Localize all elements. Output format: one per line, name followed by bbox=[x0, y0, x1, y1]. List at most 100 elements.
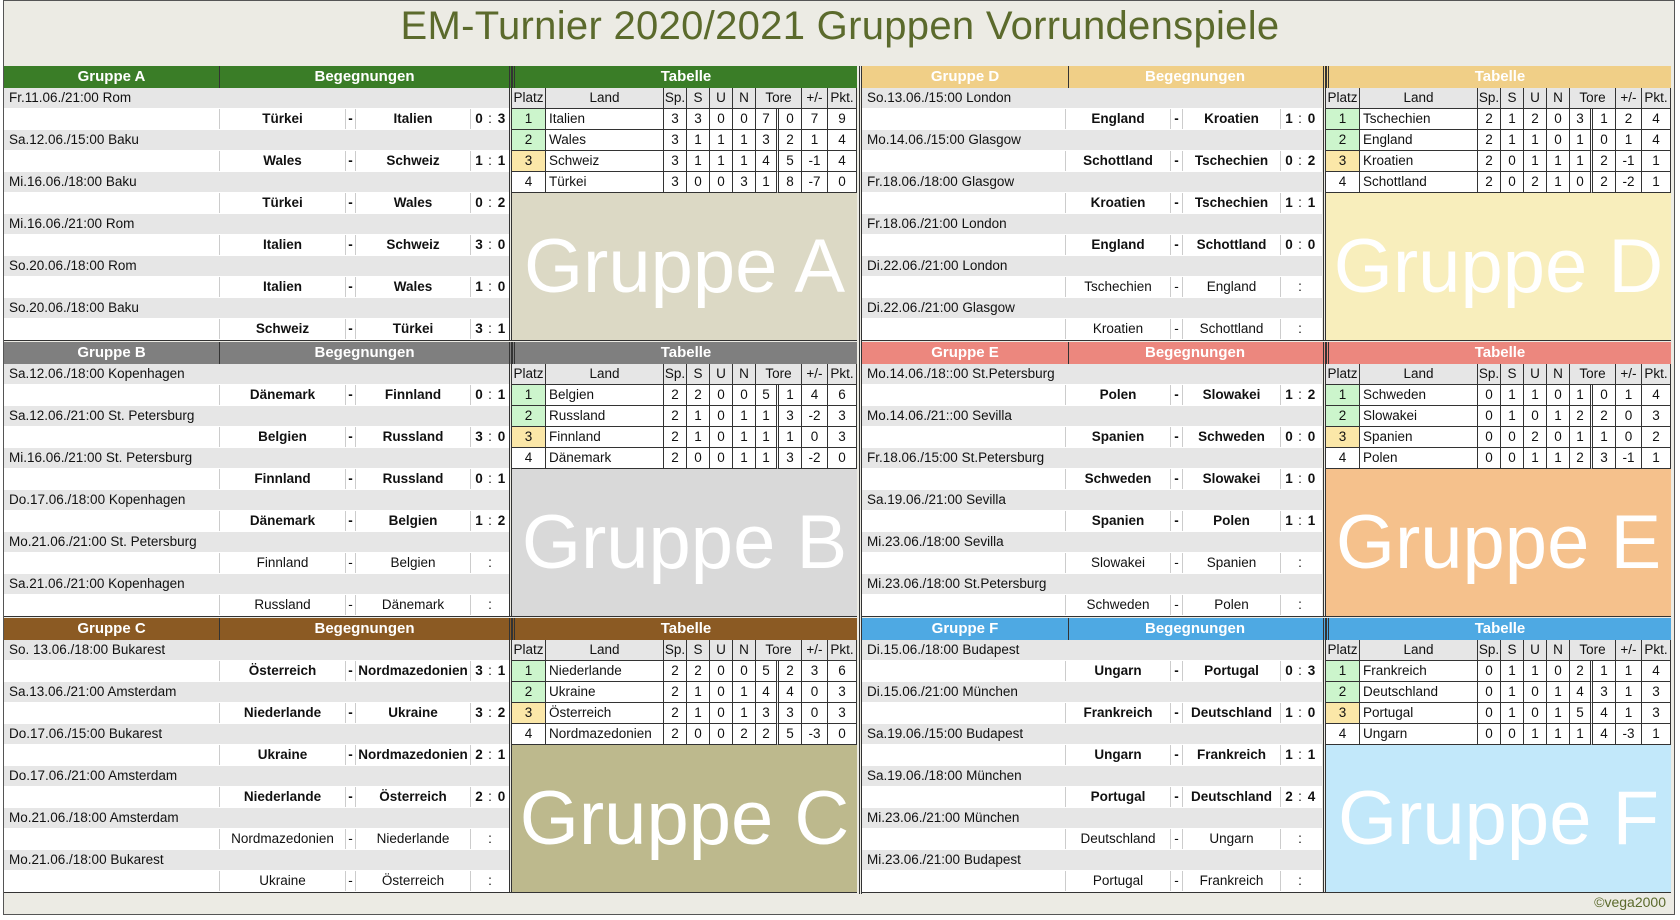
dash: - bbox=[1170, 595, 1182, 615]
match-date: Di.22.06./21:00 London bbox=[862, 256, 1322, 277]
table-platz: 1 bbox=[1326, 385, 1360, 406]
table-pkt: 2 bbox=[1642, 427, 1671, 448]
group-title: Gruppe F bbox=[931, 620, 999, 637]
column-separator bbox=[1323, 66, 1326, 340]
table-s: 1 bbox=[687, 151, 710, 172]
away-team: Schweiz bbox=[355, 151, 470, 171]
match-date: Fr.18.06./18:00 Glasgow bbox=[862, 172, 1322, 193]
away-goals: 1 bbox=[497, 747, 506, 762]
col-header-n: N bbox=[1547, 640, 1570, 661]
match-row: Polen - Slowakei 1:2 bbox=[862, 385, 1322, 406]
table-land: Russland bbox=[546, 406, 664, 427]
away-team: Spanien bbox=[1182, 553, 1280, 573]
col-header-diff: +/- bbox=[802, 640, 828, 661]
dash: - bbox=[345, 787, 355, 807]
col-header-tore: Tore bbox=[1570, 88, 1616, 109]
home-goals: 0 bbox=[470, 469, 487, 489]
table-tf: 4 bbox=[756, 682, 779, 703]
table-n: 1 bbox=[733, 703, 756, 724]
table-ta: 2 bbox=[1593, 406, 1616, 427]
dash: - bbox=[345, 427, 355, 447]
home-goals: 2 bbox=[470, 745, 487, 765]
match-row: Ungarn - Frankreich 1:1 bbox=[862, 745, 1322, 766]
group-title: Gruppe C bbox=[77, 620, 146, 637]
score-colon: : bbox=[1298, 555, 1302, 570]
group-header-bar bbox=[862, 618, 1671, 640]
table-u: 1 bbox=[710, 130, 733, 151]
table-diff: 4 bbox=[802, 385, 828, 406]
table-ta: 3 bbox=[1593, 682, 1616, 703]
home-team: Österreich bbox=[219, 661, 345, 681]
table-land: Finnland bbox=[546, 427, 664, 448]
col-header-pkt: Pkt. bbox=[828, 88, 857, 109]
away-team: Österreich bbox=[355, 871, 470, 891]
match-date: Mi.16.06./21:00 Rom bbox=[4, 214, 510, 235]
table-tf: 7 bbox=[756, 109, 779, 130]
table-n: 1 bbox=[733, 130, 756, 151]
home-goals: 0 bbox=[1280, 151, 1297, 171]
table-diff: -1 bbox=[802, 151, 828, 172]
table-s: 3 bbox=[687, 109, 710, 130]
table-sp: 0 bbox=[1478, 385, 1501, 406]
table-u: 0 bbox=[710, 661, 733, 682]
home-team: Finnland bbox=[219, 553, 345, 573]
away-goals: 1 bbox=[497, 387, 506, 402]
block-bottom-border bbox=[862, 892, 1671, 893]
home-team: Italien bbox=[219, 235, 345, 255]
table-s: 1 bbox=[1501, 703, 1524, 724]
away-goals bbox=[1303, 829, 1320, 849]
block-bottom-border bbox=[862, 340, 1671, 341]
dash: - bbox=[1170, 511, 1182, 531]
table-tf: 1 bbox=[756, 427, 779, 448]
dash: - bbox=[345, 871, 355, 891]
table-pkt: 1 bbox=[1642, 172, 1671, 193]
match-date: Di.22.06./21:00 Glasgow bbox=[862, 298, 1322, 319]
table-land: Schweiz bbox=[546, 151, 664, 172]
table-tf: 2 bbox=[1570, 406, 1593, 427]
table-ta: 5 bbox=[779, 724, 802, 745]
away-goals bbox=[1303, 319, 1320, 339]
away-team: Schottland bbox=[1182, 319, 1280, 339]
table-tf: 3 bbox=[756, 703, 779, 724]
table-platz: 4 bbox=[512, 448, 546, 469]
table-s: 0 bbox=[687, 724, 710, 745]
col-header-n: N bbox=[733, 364, 756, 385]
tabelle-header: Tabelle bbox=[1326, 66, 1671, 88]
table-sp: 0 bbox=[1478, 448, 1501, 469]
table-sp: 0 bbox=[1478, 724, 1501, 745]
away-goals: 1 bbox=[1307, 513, 1316, 528]
match-row: Portugal - Deutschland 2:4 bbox=[862, 787, 1322, 808]
table-n: 1 bbox=[1547, 724, 1570, 745]
table-sp: 2 bbox=[664, 385, 687, 406]
column-separator bbox=[509, 618, 512, 892]
away-goals bbox=[493, 595, 510, 615]
table-land: Italien bbox=[546, 109, 664, 130]
table-sp: 2 bbox=[664, 682, 687, 703]
column-separator bbox=[509, 66, 512, 340]
table-diff: 0 bbox=[802, 682, 828, 703]
table-pkt: 0 bbox=[828, 448, 857, 469]
home-goals: 3 bbox=[470, 235, 487, 255]
away-team: Schweden bbox=[1182, 427, 1280, 447]
table-platz: 1 bbox=[1326, 661, 1360, 682]
table-tf: 1 bbox=[1570, 427, 1593, 448]
match-date: Di.15.06./18:00 Budapest bbox=[862, 640, 1322, 661]
away-goals: 1 bbox=[497, 153, 506, 168]
table-s: 0 bbox=[1501, 448, 1524, 469]
match-date: So.20.06./18:00 Baku bbox=[4, 298, 510, 319]
table-platz: 4 bbox=[1326, 724, 1360, 745]
table-pkt: 1 bbox=[1642, 724, 1671, 745]
away-goals: 2 bbox=[1307, 387, 1316, 402]
table-platz: 2 bbox=[512, 682, 546, 703]
away-goals: 1 bbox=[497, 321, 506, 336]
home-goals: 3 bbox=[470, 703, 487, 723]
home-team: Deutschland bbox=[1065, 829, 1170, 849]
table-tf: 1 bbox=[756, 172, 779, 193]
home-goals: 0 bbox=[1280, 427, 1297, 447]
home-goals: 0 bbox=[1280, 661, 1297, 681]
table-pkt: 4 bbox=[1642, 661, 1671, 682]
table-tf: 1 bbox=[1570, 151, 1593, 172]
dash: - bbox=[1170, 553, 1182, 573]
score-colon: : bbox=[1298, 789, 1302, 804]
table-sp: 2 bbox=[664, 703, 687, 724]
